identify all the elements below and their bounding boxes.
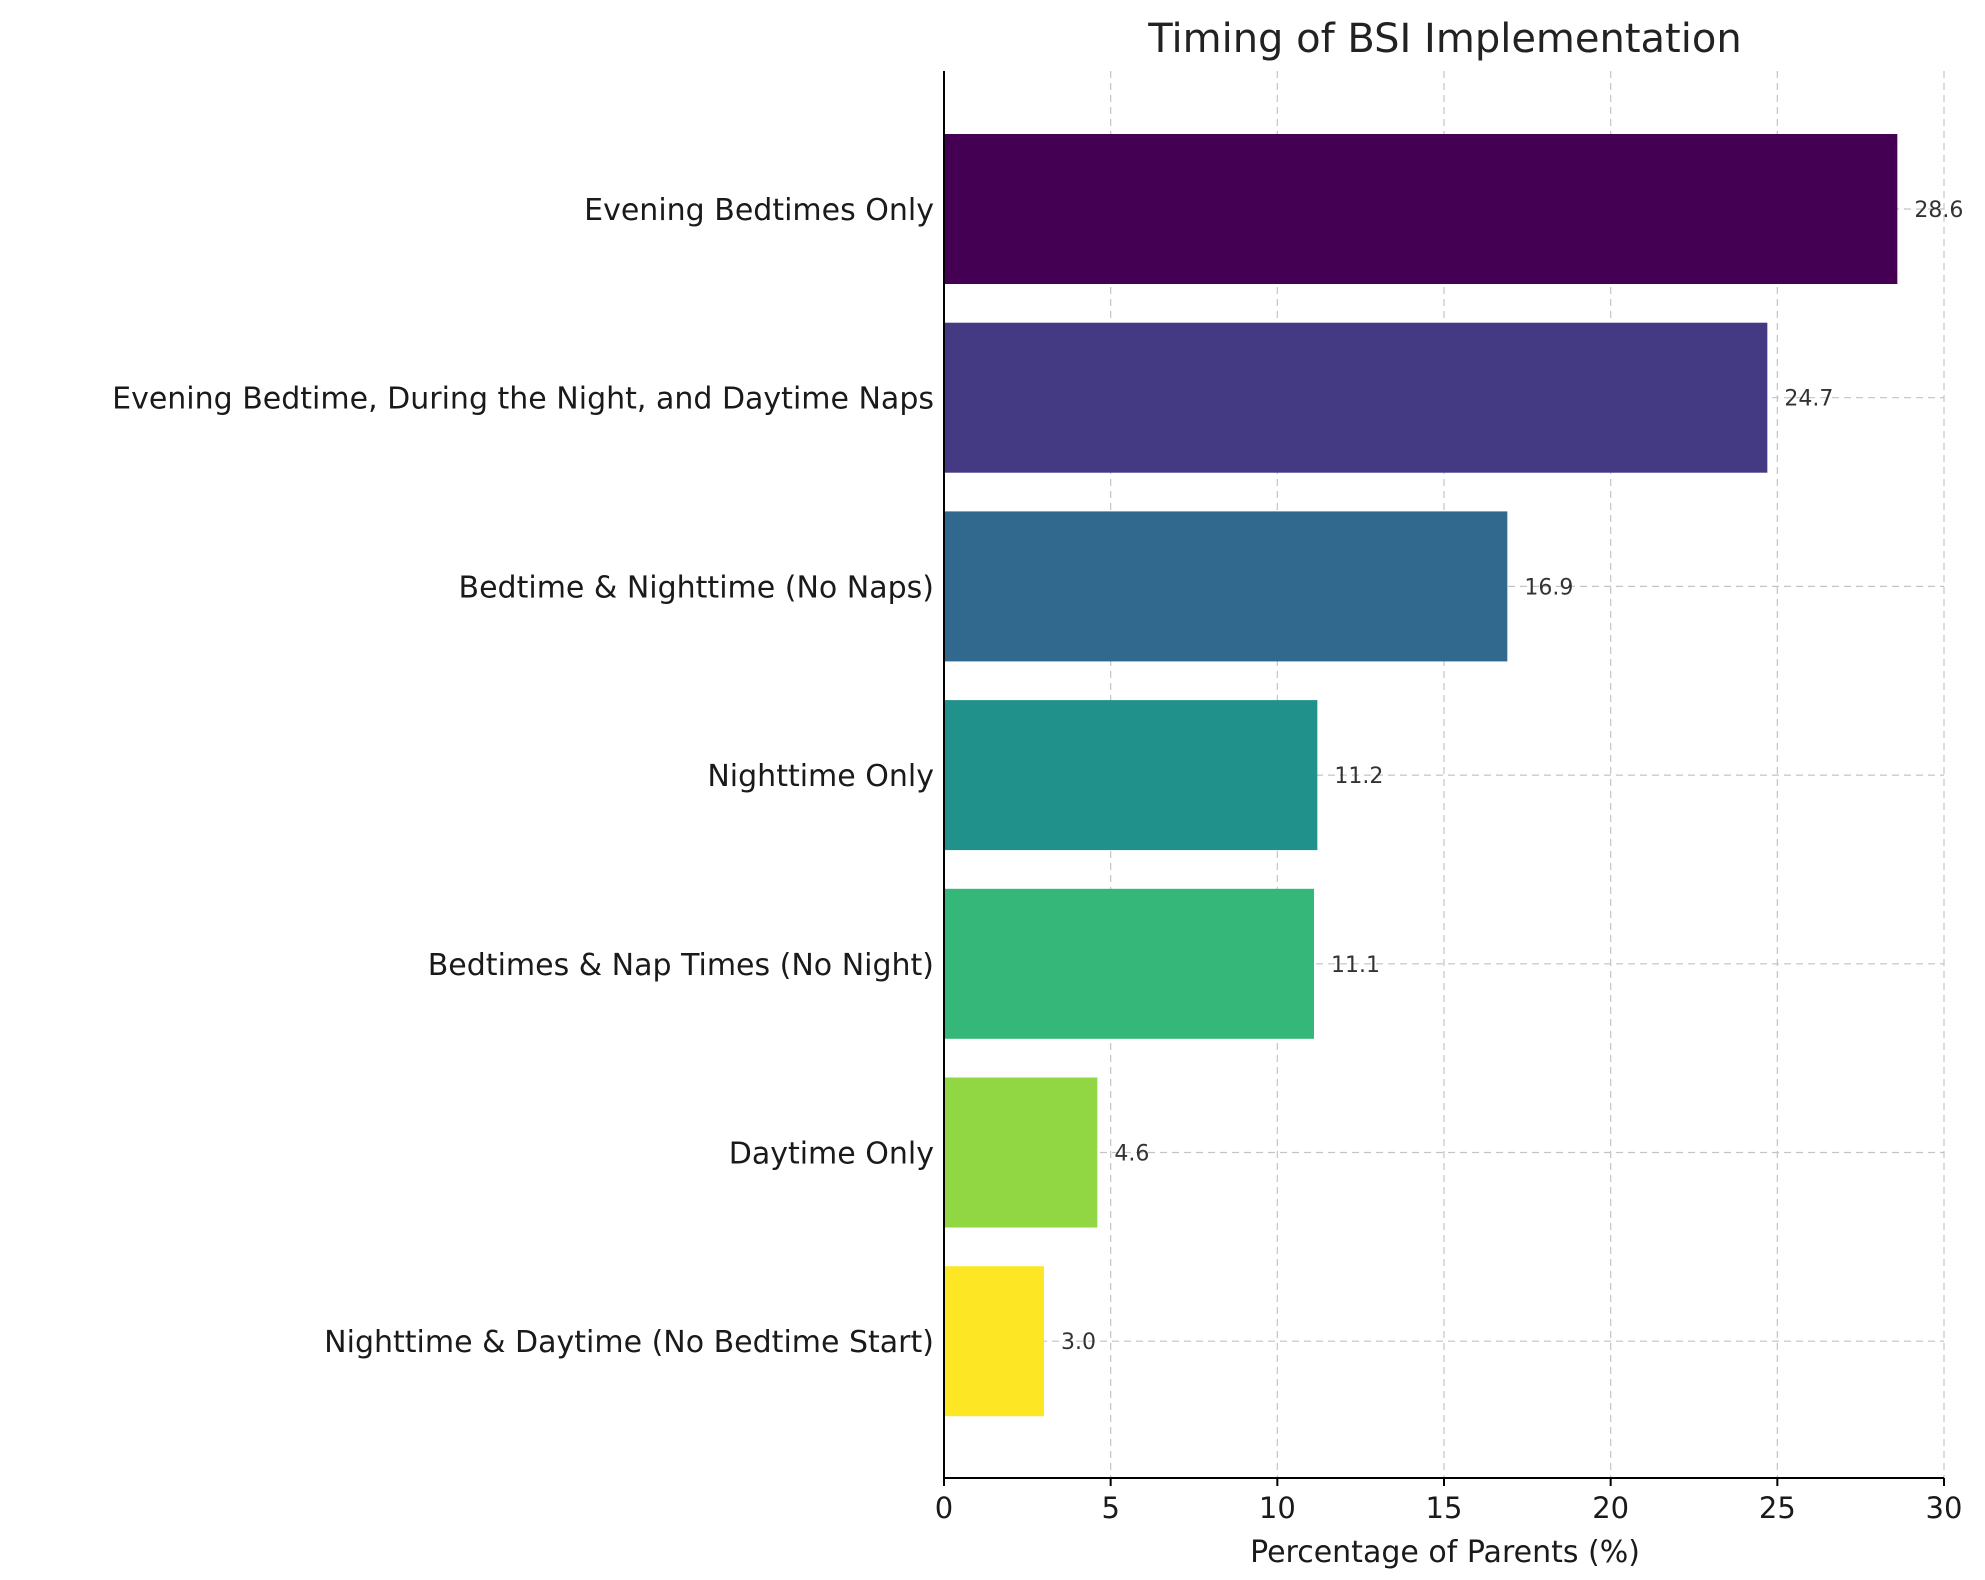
bar <box>944 322 1768 473</box>
x-tick-label: 15 <box>1426 1491 1463 1525</box>
bar <box>944 1266 1044 1417</box>
category-label: Bedtime & Nighttime (No Naps) <box>459 570 934 605</box>
value-label: 3.0 <box>1061 1330 1096 1355</box>
bar <box>944 1077 1098 1228</box>
value-label: 11.2 <box>1334 764 1383 789</box>
x-tick-label: 5 <box>1101 1491 1119 1525</box>
value-label: 24.7 <box>1784 387 1833 412</box>
category-label: Evening Bedtimes Only <box>584 193 934 228</box>
value-label: 11.1 <box>1331 953 1380 978</box>
x-tick-label: 30 <box>1926 1491 1963 1525</box>
x-tick-label: 20 <box>1592 1491 1629 1525</box>
category-label: Evening Bedtime, During the Night, and D… <box>112 382 934 417</box>
bar <box>944 134 1898 284</box>
bar <box>944 511 1508 662</box>
x-ticks: 0 5 10 15 20 25 30 <box>935 1478 1963 1525</box>
category-label: Bedtimes & Nap Times (No Night) <box>428 948 934 983</box>
category-labels: Evening Bedtimes Only Evening Bedtime, Du… <box>112 193 934 1360</box>
x-tick-label: 10 <box>1259 1491 1296 1525</box>
category-label: Nighttime Only <box>707 759 934 794</box>
bar <box>944 700 1318 851</box>
category-label: Nighttime & Daytime (No Bedtime Start) <box>324 1325 934 1360</box>
chart-title: Timing of BSI Implementation <box>1147 16 1741 62</box>
value-label: 28.6 <box>1914 198 1963 223</box>
value-label: 16.9 <box>1524 575 1573 600</box>
x-tick-label: 0 <box>935 1491 953 1525</box>
bar <box>944 888 1314 1039</box>
category-label: Daytime Only <box>729 1137 934 1172</box>
x-tick-label: 25 <box>1759 1491 1796 1525</box>
x-axis-label: Percentage of Parents (%) <box>1250 1535 1640 1570</box>
value-labels: 28.6 24.7 16.9 11.2 11.1 4.6 3.0 <box>1061 198 1963 1355</box>
bars <box>944 134 1898 1417</box>
value-label: 4.6 <box>1114 1142 1149 1167</box>
